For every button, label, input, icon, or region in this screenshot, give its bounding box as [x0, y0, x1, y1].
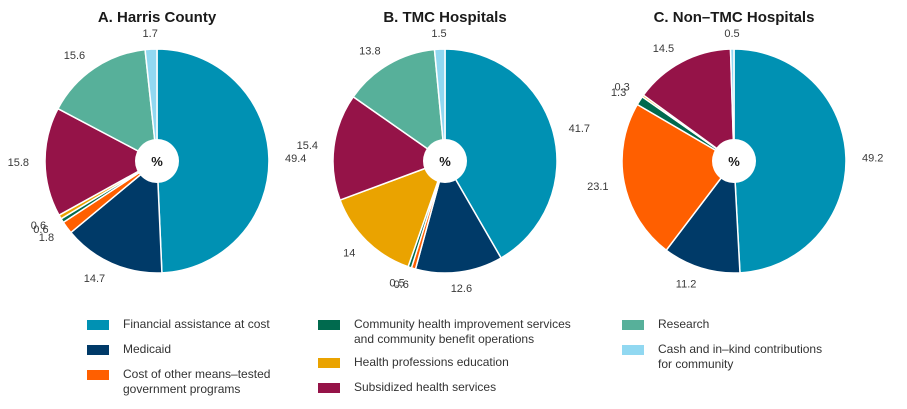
data-label-medicaid: 11.2 [676, 278, 697, 290]
data-label-cost-of-other-means-tested-government-programs: 0.6 [394, 279, 409, 291]
pie-slice-research [56, 48, 158, 163]
pie-center-hole [423, 139, 467, 183]
pie-slice-subsidized-health-services [44, 107, 159, 217]
pie-center-label: % [439, 154, 451, 169]
data-label-cash-and-in-kind-contributions-for-community: 1.5 [431, 28, 446, 40]
data-label-health-professions-education: 14 [343, 247, 355, 259]
pie-slice-research [352, 48, 446, 163]
pie-slice-medicaid [665, 158, 741, 274]
pie-slice-cost-of-other-means-tested-government-programs [621, 103, 736, 252]
data-label-medicaid: 14.7 [84, 273, 105, 285]
legend-swatch [87, 320, 109, 330]
legend-label: Health professions education [354, 355, 509, 369]
pie-slice-cash-and-in-kind-contributions-for-community [729, 48, 735, 162]
legend-item-financial-assistance: Financial assistance at cost [87, 317, 270, 332]
legend-label: Cash and in–kind contributions for commu… [658, 342, 823, 371]
pie-chart-3: C. Non–TMC Hospitals 49.2 11.2 23.1 1.30.3 14… [587, 9, 883, 290]
legend-item-research: Research [622, 317, 709, 332]
legend-label: Community health improvement services an… [354, 317, 571, 346]
legend-swatch [87, 370, 109, 380]
chart-title: C. Non–TMC Hospitals [654, 9, 815, 26]
pie-slice-medicaid [414, 159, 503, 274]
legend-item-subsidized-health: Subsidized health services [318, 380, 496, 395]
legend-label: Subsidized health services [354, 380, 497, 394]
pie-center-hole [135, 139, 179, 183]
legend-swatch [622, 345, 644, 355]
pie-slice-medicaid [69, 159, 163, 274]
pie-center-label: % [151, 154, 163, 169]
pie-slice-subsidized-health-services [332, 95, 447, 202]
legend-swatch [318, 358, 340, 368]
data-label-health-professions-education: 0.3 [615, 82, 630, 94]
legend-swatch [318, 383, 340, 393]
pie-chart-2: B. TMC Hospitals 41.7 12.6 0.60.5 14 15.4 13.8… [297, 9, 590, 295]
pie-center-label: % [728, 154, 740, 169]
data-label-medicaid: 12.6 [451, 283, 472, 295]
data-label-cash-and-in-kind-contributions-for-community: 0.5 [724, 28, 739, 40]
legend-item-means-tested-programs: Cost of other means–tested government pr… [87, 367, 270, 397]
pie-slice-financial-assistance-at-cost [444, 48, 558, 259]
legend-label: Financial assistance at cost [123, 317, 270, 331]
pie-slice-financial-assistance-at-cost [733, 48, 847, 274]
data-label-financial-assistance-at-cost: 49.4 [285, 153, 306, 165]
legend-swatch [622, 320, 644, 330]
data-label-financial-assistance-at-cost: 41.7 [569, 123, 590, 135]
legend-label: Research [658, 317, 710, 331]
legend-item-community-health: Community health improvement services an… [318, 317, 571, 347]
legend-item-health-professions-education: Health professions education [318, 355, 509, 370]
legend-label: Medicaid [123, 342, 172, 356]
data-label-community-health-improvement-services-and-community-benefit-operations: 0.6 [33, 224, 48, 236]
pie-chart-1: A. Harris County 49.4 14.7 1.80.60.6 15.8 15.… [8, 9, 307, 285]
data-label-community-health-improvement-services-and-community-benefit-operations: 1.3 [611, 87, 626, 99]
pie-slice-cash-and-in-kind-contributions-for-community [144, 48, 158, 162]
data-label-research: 13.8 [359, 45, 380, 57]
data-label-cost-of-other-means-tested-government-programs: 1.8 [39, 232, 54, 244]
data-label-research: 15.6 [64, 50, 85, 62]
pie-center-hole [712, 139, 756, 183]
data-label-community-health-improvement-services-and-community-benefit-operations: 0.5 [389, 278, 404, 290]
data-label-subsidized-health-services: 14.5 [653, 43, 674, 55]
legend-item-cash-contributions: Cash and in–kind contributions for commu… [622, 342, 822, 372]
pie-slice-financial-assistance-at-cost [156, 48, 270, 274]
data-label-cash-and-in-kind-contributions-for-community: 1.7 [143, 28, 158, 40]
legend-swatch [318, 320, 340, 330]
legend-swatch [87, 345, 109, 355]
data-label-subsidized-health-services: 15.4 [297, 140, 318, 152]
legend-label: Cost of other means–tested government pr… [123, 367, 271, 396]
data-label-subsidized-health-services: 15.8 [8, 157, 29, 169]
pie-slice-health-professions-education [339, 159, 447, 268]
data-label-cost-of-other-means-tested-government-programs: 23.1 [587, 181, 608, 193]
chart-title: A. Harris County [98, 9, 217, 26]
data-label-financial-assistance-at-cost: 49.2 [862, 153, 883, 165]
chart-title: B. TMC Hospitals [383, 9, 506, 26]
data-label-health-professions-education: 0.6 [31, 220, 46, 232]
pie-slice-subsidized-health-services [642, 48, 735, 163]
legend-item-medicaid: Medicaid [87, 342, 171, 357]
pie-slice-cash-and-in-kind-contributions-for-community [433, 48, 446, 162]
